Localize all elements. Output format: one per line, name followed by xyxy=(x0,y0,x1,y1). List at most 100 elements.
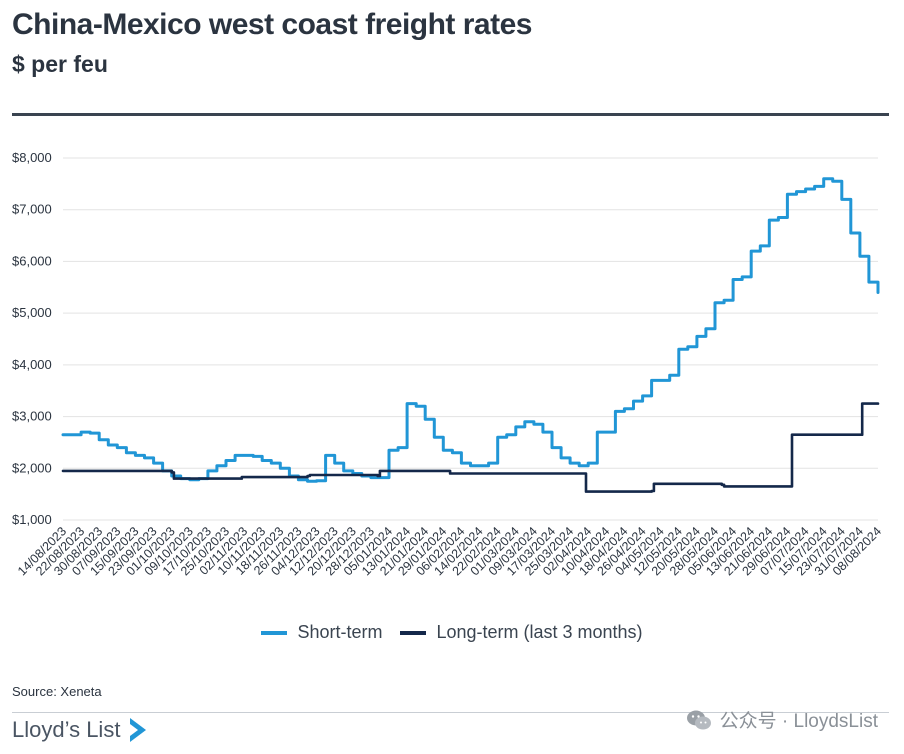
data-point-long-term xyxy=(861,402,863,405)
data-point-short-term xyxy=(297,478,300,481)
data-point-long-term xyxy=(238,477,241,480)
data-point-short-term xyxy=(696,335,698,338)
data-point-short-term xyxy=(460,462,463,464)
data-point-short-term xyxy=(524,420,526,423)
data-point-short-term xyxy=(623,408,626,410)
data-point-long-term xyxy=(859,433,861,436)
data-point-short-term xyxy=(252,455,254,458)
data-point-short-term xyxy=(333,462,336,464)
data-point-long-term xyxy=(102,470,105,472)
data-point-short-term xyxy=(388,449,390,451)
y-tick-label: $2,000 xyxy=(12,460,52,475)
data-point-long-term xyxy=(449,472,451,475)
brand-logo[interactable]: Lloyd’s List xyxy=(12,716,148,744)
y-tick-label: $5,000 xyxy=(12,305,52,320)
chart-subtitle: $ per feu xyxy=(12,51,108,77)
legend-swatch-short-term xyxy=(261,630,288,635)
legend-swatch-long-term xyxy=(400,630,427,635)
data-point-short-term xyxy=(89,432,91,434)
data-point-short-term xyxy=(143,457,146,459)
data-point-short-term xyxy=(324,454,327,457)
data-point-short-term xyxy=(560,457,562,459)
data-point-short-term xyxy=(813,185,816,188)
data-point-short-term xyxy=(804,188,807,190)
data-point-short-term xyxy=(795,190,798,193)
data-point-short-term xyxy=(759,245,762,247)
data-point-long-term xyxy=(241,476,243,478)
data-point-short-term xyxy=(134,454,137,457)
source-note: Source: Xeneta xyxy=(12,684,102,699)
data-point-short-term xyxy=(487,462,490,464)
data-point-short-term xyxy=(243,454,245,457)
data-point-short-term xyxy=(406,402,408,405)
wechat-icon xyxy=(686,710,711,729)
data-point-long-term xyxy=(308,474,311,476)
data-point-short-term xyxy=(270,462,273,464)
data-point-short-term xyxy=(677,348,680,351)
data-point-short-term xyxy=(533,423,535,426)
data-point-short-term xyxy=(596,431,599,433)
data-point-short-term xyxy=(342,470,345,472)
data-point-short-term xyxy=(723,299,725,302)
data-point-short-term xyxy=(397,446,399,449)
data-point-short-term xyxy=(234,454,236,457)
line-chart: $1,000 $2,000 $3,000 $4,000 $5,000 $6,000 $7,0… xyxy=(12,150,884,578)
data-point-long-term xyxy=(585,490,587,493)
data-point-short-term xyxy=(578,464,580,467)
data-point-short-term xyxy=(777,216,780,219)
data-point-short-term xyxy=(469,464,472,467)
watermark-text: 公众号 · LloydsList xyxy=(719,711,878,732)
data-point-short-term xyxy=(306,480,309,483)
header-divider xyxy=(12,113,889,116)
data-point-short-term xyxy=(424,418,427,420)
data-point-short-term xyxy=(71,433,73,436)
data-point-long-term xyxy=(723,485,725,488)
y-tick-label: $6,000 xyxy=(12,253,52,268)
data-point-short-term xyxy=(668,374,671,377)
data-point-long-term xyxy=(720,484,723,486)
data-point-short-term xyxy=(170,475,173,477)
data-point-short-term xyxy=(569,462,571,464)
data-point-short-term xyxy=(859,255,861,258)
series-line-short-term xyxy=(61,177,880,483)
legend-label-short-term: Short-term xyxy=(297,622,383,642)
data-point-long-term xyxy=(62,470,64,472)
data-point-short-term xyxy=(786,193,789,195)
data-point-long-term xyxy=(379,470,381,472)
data-point-long-term xyxy=(173,477,175,480)
data-point-short-term xyxy=(614,410,617,413)
data-point-short-term xyxy=(868,281,870,283)
data-point-short-term xyxy=(768,219,771,221)
data-point-short-term xyxy=(687,345,689,348)
data-point-short-term xyxy=(279,467,282,470)
data-point-short-term xyxy=(831,180,834,183)
data-point-short-term xyxy=(659,379,662,382)
data-point-long-term xyxy=(582,472,585,475)
data-point-short-term xyxy=(315,479,318,482)
data-point-short-term xyxy=(370,476,372,479)
footer-divider xyxy=(12,712,889,713)
data-point-short-term xyxy=(641,395,644,397)
data-point-short-term xyxy=(225,459,227,462)
y-tick-label: $3,000 xyxy=(12,409,52,424)
data-point-short-term xyxy=(442,449,445,451)
data-point-short-term xyxy=(750,250,753,252)
brand-name: Lloyd’s List xyxy=(12,717,121,742)
data-point-short-term xyxy=(551,446,553,449)
data-point-short-term xyxy=(542,431,544,433)
y-tick-label: $4,000 xyxy=(12,357,52,372)
legend-item-long-term: Long-term (last 3 months) xyxy=(400,622,643,643)
data-point-short-term xyxy=(216,464,218,467)
data-point-long-term xyxy=(788,485,791,488)
y-tick-label: $8,000 xyxy=(12,150,52,165)
data-point-short-term xyxy=(632,400,635,402)
data-point-short-term xyxy=(116,446,119,449)
chart-legend: Short-term Long-term (last 3 months) xyxy=(0,622,904,643)
data-point-short-term xyxy=(478,464,481,467)
data-point-short-term xyxy=(714,302,716,304)
data-point-short-term xyxy=(822,177,825,180)
data-point-long-term xyxy=(447,470,449,472)
y-tick-label: $7,000 xyxy=(12,202,52,217)
data-point-short-term xyxy=(451,451,454,454)
data-point-short-term xyxy=(587,462,590,464)
